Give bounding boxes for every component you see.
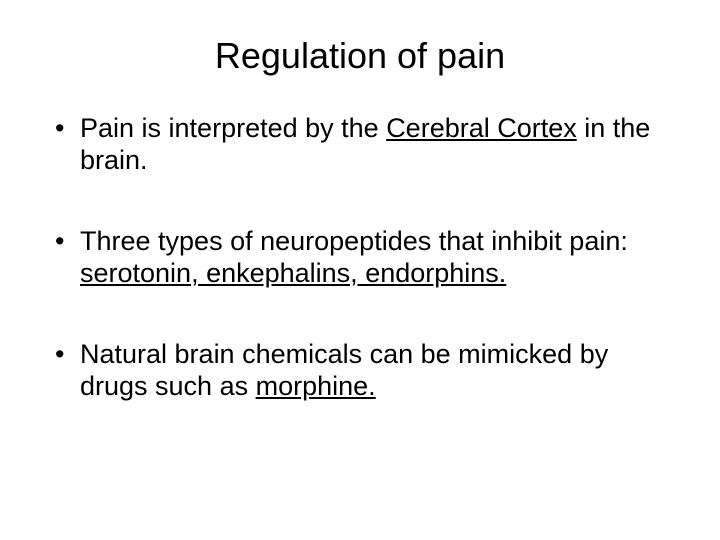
bullet-text-underlined: Cerebral Cortex (386, 113, 577, 143)
bullet-text-underlined: serotonin, enkephalins, endorphins. (80, 258, 506, 288)
list-item: Three types of neuropeptides that inhibi… (50, 225, 670, 290)
list-item: Natural brain chemicals can be mimicked … (50, 338, 670, 403)
bullet-text-underlined: morphine. (256, 371, 376, 401)
bullet-list: Pain is interpreted by the Cerebral Cort… (50, 112, 670, 402)
bullet-text-pre: Pain is interpreted by the (80, 113, 386, 143)
list-item: Pain is interpreted by the Cerebral Cort… (50, 112, 670, 177)
bullet-text-pre: Three types of neuropeptides that inhibi… (80, 226, 628, 256)
slide-title: Regulation of pain (50, 35, 670, 77)
